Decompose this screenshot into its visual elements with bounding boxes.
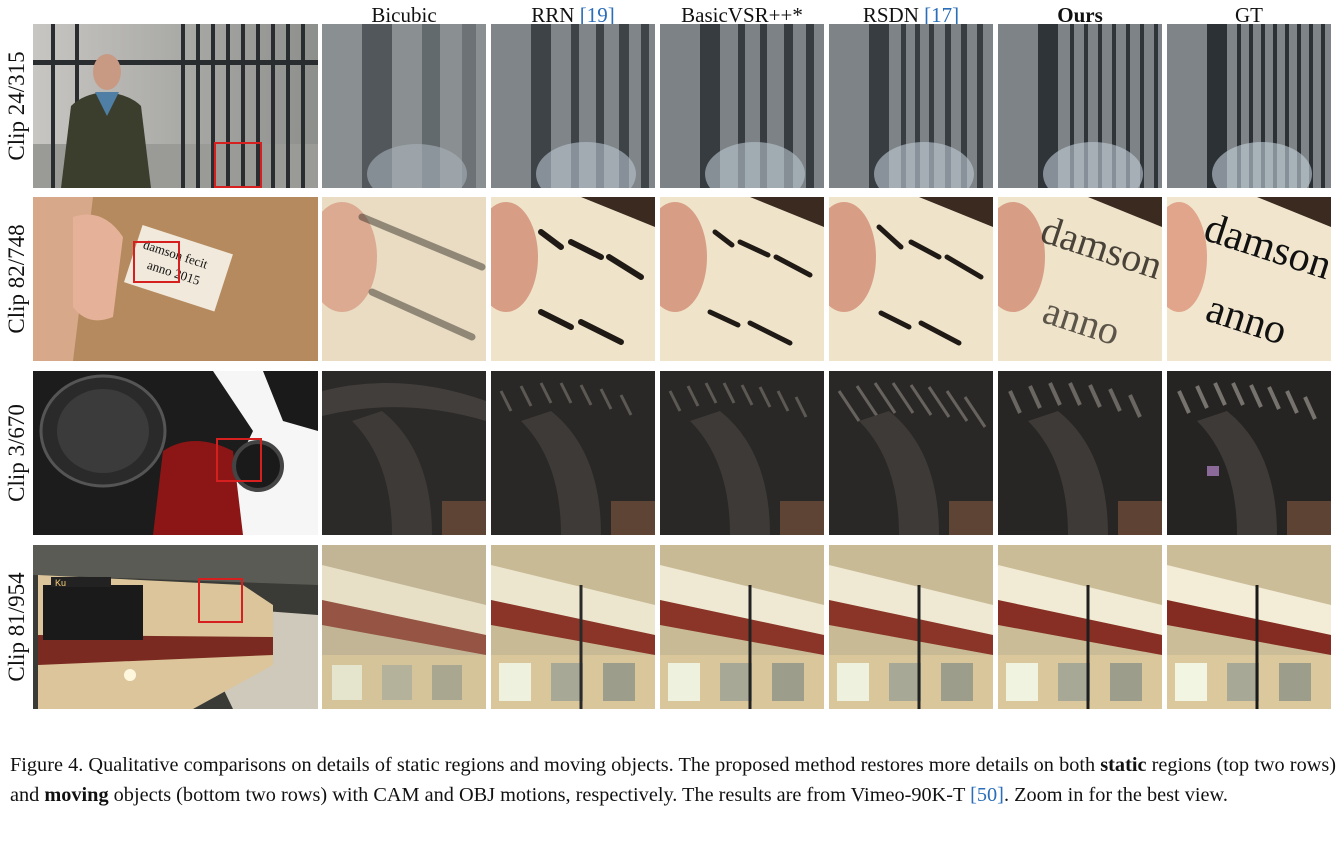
column-header-basicvsr: BasicVSR++* <box>681 3 803 27</box>
svg-text:Ku: Ku <box>55 578 66 588</box>
row-label-clip-82: Clip 82/748 <box>4 224 29 334</box>
crop-r3-rrn <box>491 371 655 535</box>
figure-caption: Figure 4. Qualitative comparisons on det… <box>10 754 1336 806</box>
column-header-ours: Ours <box>1057 3 1103 27</box>
crop-r2-gt: damson anno <box>1167 197 1331 361</box>
column-header-gt: GT <box>1235 3 1263 27</box>
crop-r4-rsdn <box>829 545 993 709</box>
highlight-box <box>214 142 262 188</box>
highlight-box <box>216 438 262 482</box>
reference-link[interactable]: [50] <box>970 784 1004 806</box>
thumbnail-camera-lens <box>33 371 318 535</box>
crop-r3-ours <box>998 371 1162 535</box>
column-header-bicubic: Bicubic <box>371 3 437 27</box>
crop-r1-rsdn <box>829 24 993 188</box>
crop-r2-rsdn <box>829 197 993 361</box>
column-header-rrn: RRN [19] <box>531 3 615 27</box>
crop-r4-basicvsr <box>660 545 824 709</box>
crop-r2-bicubic <box>322 197 486 361</box>
crop-r4-ours <box>998 545 1162 709</box>
crop-r3-gt <box>1167 371 1331 535</box>
thumbnail-man-at-fence <box>33 24 318 188</box>
crop-r4-bicubic <box>322 545 486 709</box>
crop-r3-bicubic <box>322 371 486 535</box>
crop-r3-basicvsr <box>660 371 824 535</box>
crop-r1-gt <box>1167 24 1331 188</box>
crop-r2-rrn <box>491 197 655 361</box>
column-header-rsdn: RSDN [17] <box>862 3 960 27</box>
crop-r2-basicvsr <box>660 197 824 361</box>
crop-r1-ours <box>998 24 1162 188</box>
thumbnail-train-station: Ku <box>33 545 318 709</box>
crop-r1-rrn <box>491 24 655 188</box>
row-label-clip-3: Clip 3/670 <box>4 404 29 502</box>
crop-r3-rsdn <box>829 371 993 535</box>
crop-r4-rrn <box>491 545 655 709</box>
thumbnail-violin-label: damson fecit anno 2015 <box>33 197 318 361</box>
highlight-box <box>198 578 243 623</box>
row-label-clip-24: Clip 24/315 <box>4 51 29 161</box>
highlight-box <box>133 241 180 283</box>
crop-r1-basicvsr <box>660 24 824 188</box>
crop-r4-gt <box>1167 545 1331 709</box>
crop-r2-ours: damson anno <box>998 197 1162 361</box>
crop-r1-bicubic <box>322 24 486 188</box>
row-label-clip-81: Clip 81/954 <box>4 572 29 682</box>
